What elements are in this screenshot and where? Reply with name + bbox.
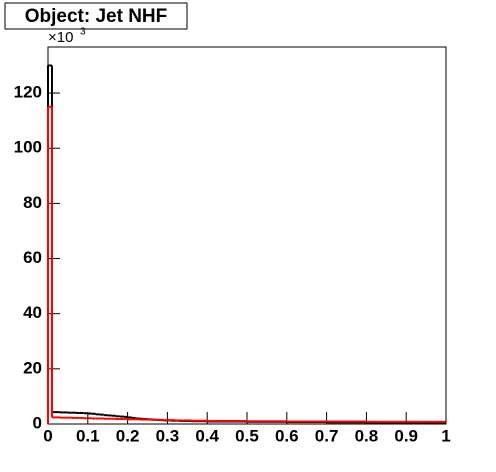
y-tick-label: 120: [14, 83, 42, 102]
x-tick-label: 0.2: [116, 426, 140, 445]
y-tick-label: 60: [23, 248, 42, 267]
y-multiplier-exp: 3: [80, 27, 86, 38]
y-tick-label: 20: [23, 358, 42, 377]
y-tick-label: 40: [23, 303, 42, 322]
x-tick-label: 1: [441, 426, 450, 445]
y-tick-label: 80: [23, 193, 42, 212]
x-tick-label: 0.1: [76, 426, 100, 445]
x-tick-label: 0.9: [394, 426, 418, 445]
x-tick-label: 0.6: [275, 426, 299, 445]
x-tick-label: 0.7: [315, 426, 339, 445]
y-multiplier: ×10: [48, 29, 73, 46]
y-tick-label: 0: [33, 413, 42, 432]
x-tick-label: 0: [43, 426, 52, 445]
x-tick-label: 0.4: [195, 426, 219, 445]
chart-title: Object: Jet NHF: [25, 6, 168, 27]
title-box: [4, 2, 188, 30]
x-tick-label: 0.5: [235, 426, 259, 445]
x-tick-label: 0.8: [355, 426, 379, 445]
y-tick-label: 100: [14, 138, 42, 157]
x-tick-label: 0.3: [156, 426, 180, 445]
